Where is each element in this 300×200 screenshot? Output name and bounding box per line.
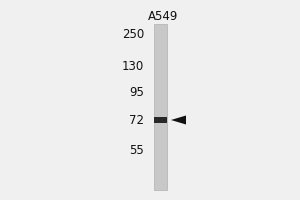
Bar bbox=[154, 24, 167, 190]
Text: 250: 250 bbox=[122, 27, 144, 40]
Text: 130: 130 bbox=[122, 60, 144, 72]
Text: 72: 72 bbox=[129, 114, 144, 127]
Polygon shape bbox=[171, 115, 186, 124]
Text: A549: A549 bbox=[148, 10, 179, 23]
Text: 55: 55 bbox=[129, 144, 144, 158]
Text: 95: 95 bbox=[129, 86, 144, 99]
Bar bbox=[154, 117, 167, 123]
